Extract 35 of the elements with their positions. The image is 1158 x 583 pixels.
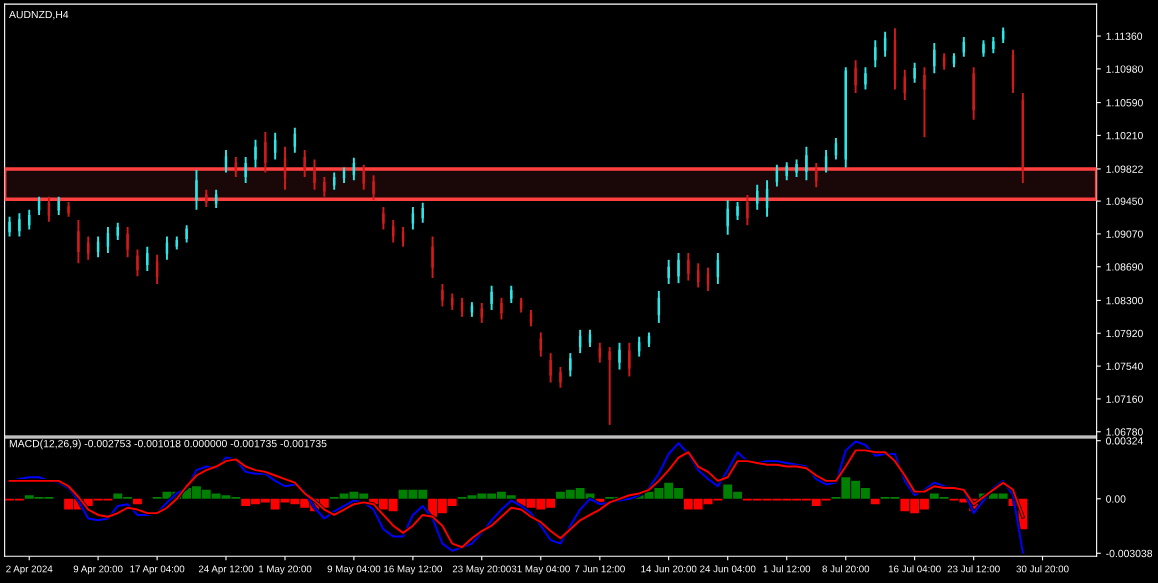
y-tick-label: 1.10590 — [1106, 99, 1143, 107]
x-tick-label: 24 Apr 12:00 — [198, 565, 254, 575]
x-tick-label: 17 Apr 04:00 — [130, 565, 185, 575]
y-tick-label: 1.08690 — [1106, 263, 1143, 271]
x-tick-label: 30 Jul 20:00 — [1016, 565, 1069, 573]
x-tick-label: 7 Jun 12:00 — [574, 565, 625, 573]
y-tick-label: 1.06780 — [1106, 428, 1143, 436]
x-tick-label: 23 Jul 12:00 — [947, 565, 1000, 573]
y-tick-label: -0.003038 — [1106, 549, 1153, 558]
y-tick-label: 1.10210 — [1106, 131, 1143, 140]
text: AUDNZD,H4 — [9, 10, 69, 20]
x-tick-label: 23 May 20:00 — [452, 565, 511, 575]
y-tick-label: 1.07160 — [1106, 395, 1143, 403]
x-tick-label: 31 May 04:00 — [511, 565, 570, 575]
y-tick-label: 1.09070 — [1106, 230, 1143, 238]
x-tick-label: 2 Apr 2024 — [6, 565, 53, 575]
x-tick-label: 1 Jul 12:00 — [763, 565, 811, 573]
x-tick-label: 8 Jul 20:00 — [822, 565, 870, 573]
x-tick-label: 16 Jul 04:00 — [888, 565, 941, 573]
x-tick-label: 14 Jun 20:00 — [641, 565, 697, 573]
y-tick-label: 1.11360 — [1106, 32, 1143, 40]
x-tick-label: 9 Apr 20:00 — [73, 565, 123, 575]
x-tick-label: 16 May 12:00 — [384, 565, 442, 575]
y-tick-label: 1.07920 — [1106, 329, 1143, 338]
y-tick-label: 1.07540 — [1106, 362, 1143, 370]
y-tick-label: 1.09450 — [1106, 197, 1143, 205]
x-tick-label: 9 May 04:00 — [327, 565, 381, 575]
y-tick-label: 0.00324 — [1106, 437, 1143, 445]
y-tick-label: 0.00 — [1106, 495, 1126, 503]
y-tick-label: 1.08300 — [1106, 296, 1143, 305]
y-tick-label: 1.10980 — [1106, 65, 1143, 73]
x-tick-label: 24 Jun 04:00 — [700, 565, 756, 573]
chart-title: MACD(12,26,9) -0.002753 -0.001018 0.000000 -0.001735 -0.001735 — [9, 439, 327, 450]
x-tick-label: 1 May 20:00 — [259, 565, 312, 575]
y-tick-label: 1.09822 — [1106, 165, 1143, 173]
